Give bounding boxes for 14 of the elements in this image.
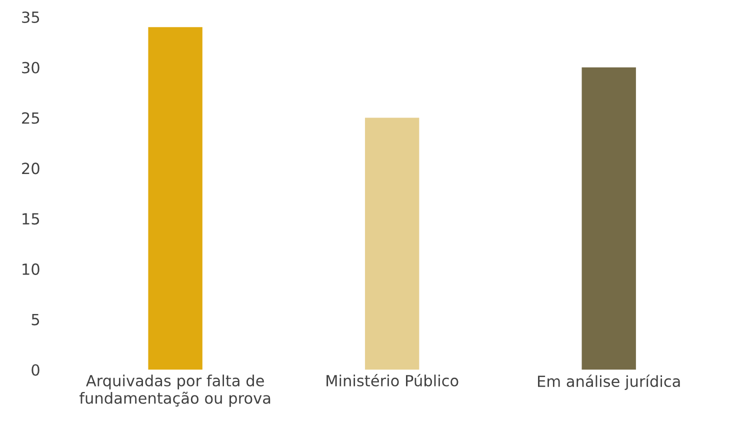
y-tick-label: 20: [22, 162, 40, 174]
y-tick-label: 0: [32, 364, 40, 376]
x-tick-label: Em análise jurídica: [538, 374, 680, 390]
y-tick-label: 15: [22, 213, 40, 225]
y-tick-label: 35: [22, 11, 40, 24]
y-tick-label: 30: [22, 62, 40, 74]
y-tick-label: 5: [32, 314, 40, 326]
bar: [582, 67, 636, 370]
bar: [364, 118, 420, 370]
bar: [148, 27, 202, 370]
y-tick-label: 10: [22, 263, 40, 275]
x-tick-label: Arquivadas por falta de fundamentação ou prova: [79, 374, 270, 407]
x-tick-label: Ministério Público: [326, 374, 458, 386]
y-tick-label: 25: [22, 112, 40, 124]
